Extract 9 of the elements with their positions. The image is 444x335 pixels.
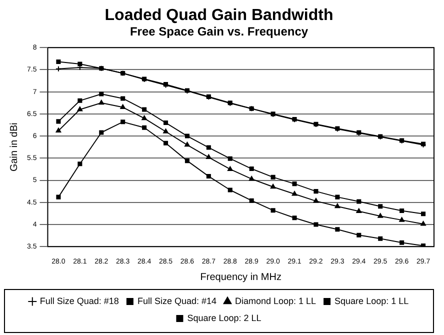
chart-subtitle: Free Space Gain vs. Frequency: [130, 24, 308, 39]
legend-label: Full Size Quad: #18: [40, 296, 119, 306]
legend-label: Full Size Quad: #14: [137, 296, 216, 306]
legend-label: Square Loop: 2 LL: [187, 312, 262, 323]
y-axis-title: Gain in dBi: [8, 122, 20, 172]
legend-label: Square Loop: 1 LL: [334, 296, 409, 306]
x-axis-title: Frequency in MHz: [200, 272, 282, 283]
legend-label: Diamond Loop: 1 LL: [234, 296, 316, 306]
chart-title: Loaded Quad Gain Bandwidth: [104, 7, 334, 24]
